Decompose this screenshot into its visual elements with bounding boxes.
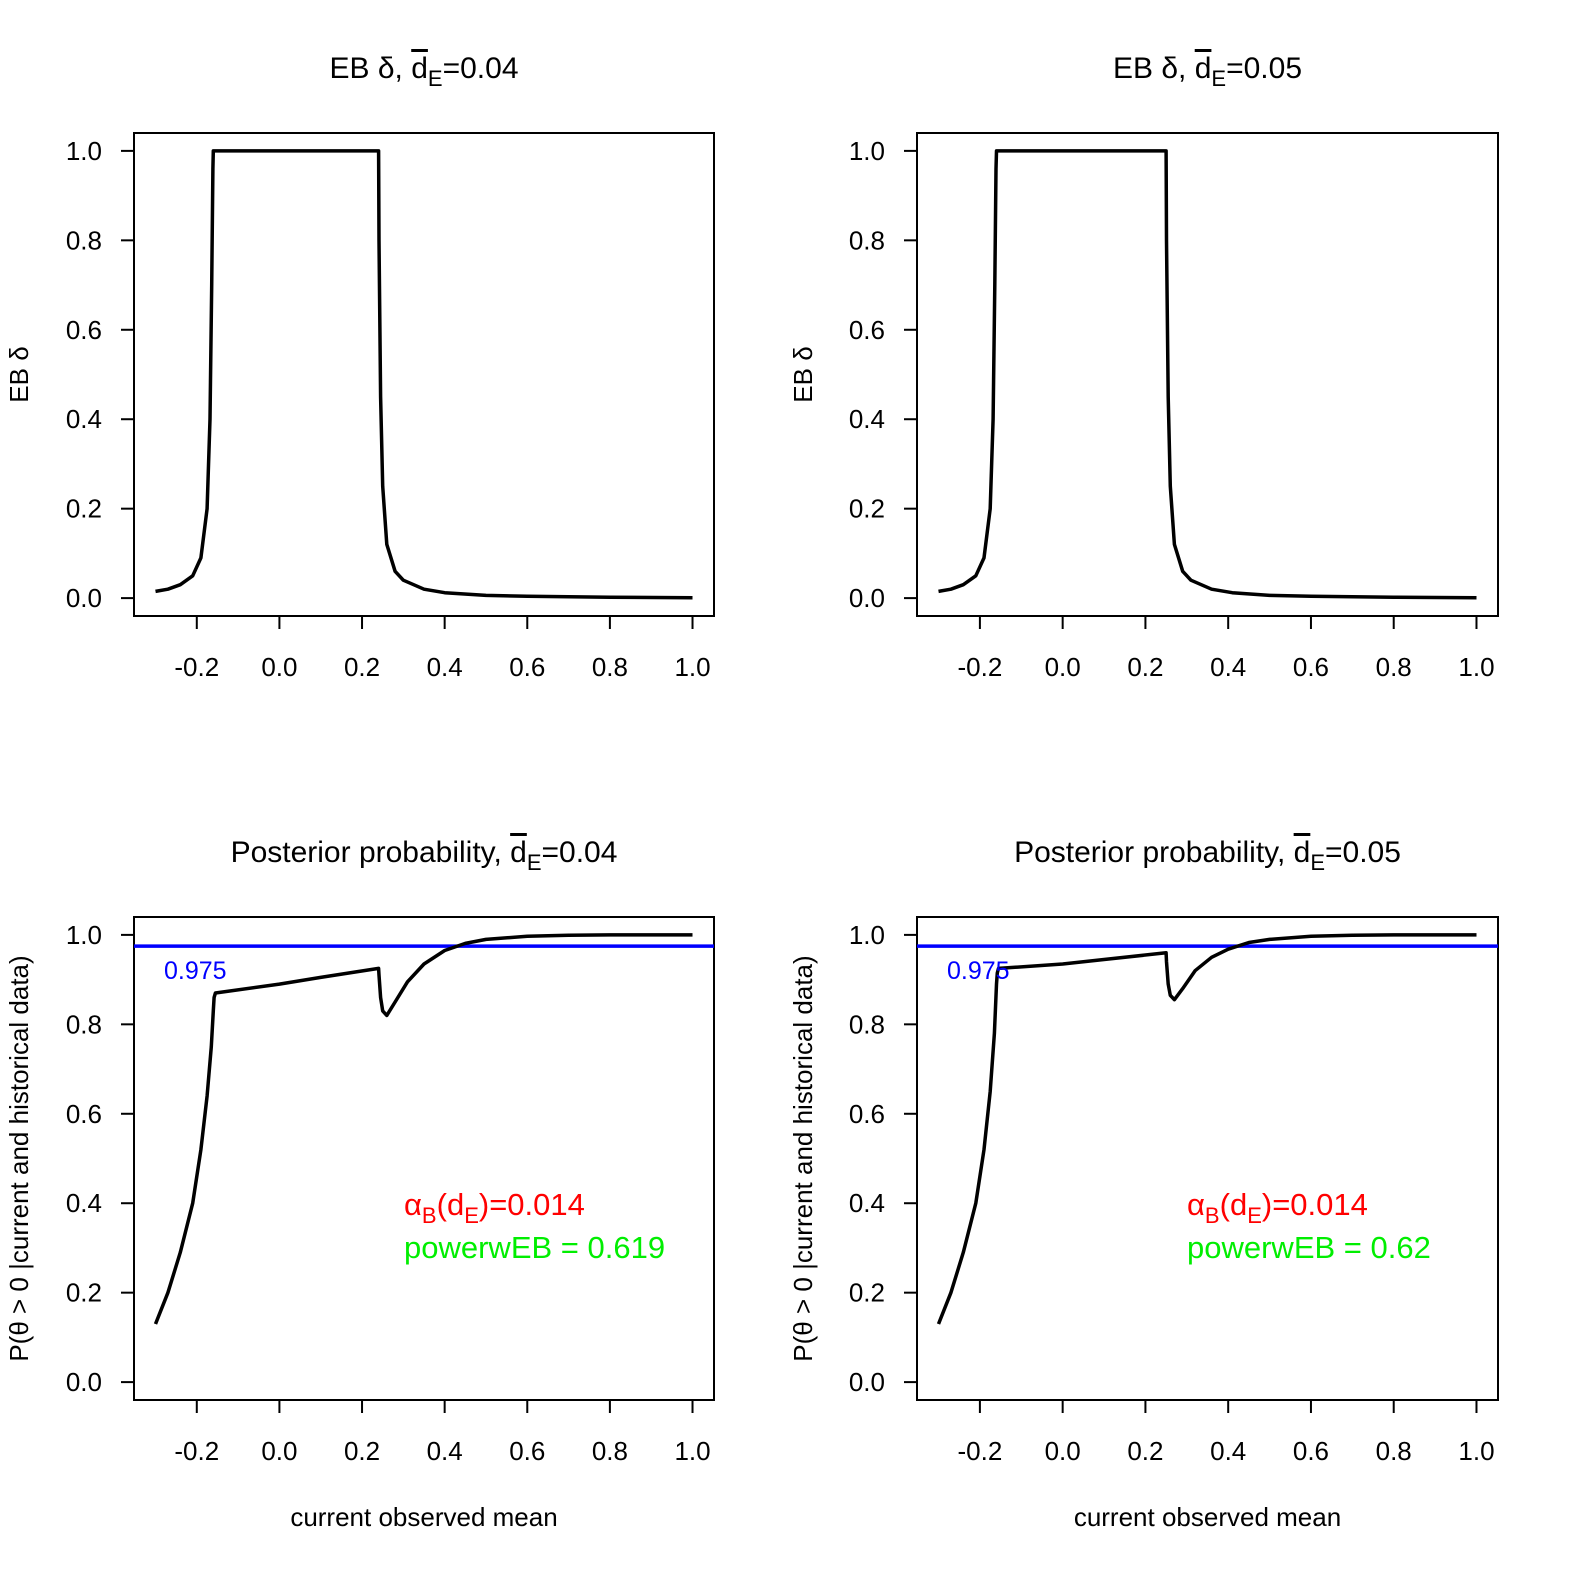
plot-frame xyxy=(916,916,1499,1401)
x-tick-label: 0.4 xyxy=(1210,1436,1246,1466)
threshold-label: 0.975 xyxy=(164,957,227,985)
x-tick-label: 0.6 xyxy=(509,1436,545,1466)
y-tick-label: 0.2 xyxy=(66,494,102,524)
x-axis-label: current observed mean xyxy=(1074,1502,1341,1532)
x-tick-label: 0.2 xyxy=(1127,652,1163,682)
y-tick-label: 0.4 xyxy=(849,404,885,434)
series-line xyxy=(153,933,693,1325)
x-tick-label: 0.0 xyxy=(1045,652,1081,682)
threshold-label: 0.975 xyxy=(947,957,1010,985)
y-tick-label: 1.0 xyxy=(66,920,102,950)
y-axis-label: EB δ xyxy=(788,346,818,402)
x-tick-label: -0.2 xyxy=(957,652,1002,682)
x-tick-label: 0.2 xyxy=(344,652,380,682)
y-axis-label: P(θ > 0 |current and historical data) xyxy=(788,955,818,1361)
y-tick-label: 0.2 xyxy=(66,1278,102,1308)
y-tick-label: 1.0 xyxy=(849,136,885,166)
x-tick-label: 0.4 xyxy=(427,652,463,682)
x-tick-label: 1.0 xyxy=(1458,652,1494,682)
y-tick-label: 0.8 xyxy=(66,225,102,255)
y-axis-label: P(θ > 0 |current and historical data) xyxy=(4,955,34,1361)
x-tick-label: -0.2 xyxy=(174,652,219,682)
x-tick-label: 0.0 xyxy=(261,1436,297,1466)
x-tick-label: 0.8 xyxy=(592,652,628,682)
x-tick-label: 0.6 xyxy=(1293,1436,1329,1466)
x-tick-label: 0.2 xyxy=(344,1436,380,1466)
y-tick-label: 1.0 xyxy=(66,136,102,166)
x-tick-label: 0.8 xyxy=(592,1436,628,1466)
x-tick-label: 0.2 xyxy=(1127,1436,1163,1466)
y-tick-label: 0.6 xyxy=(66,315,102,345)
panel-4: Posterior probability, dE=0.05 0.0 0.2 0.4 0… xyxy=(788,836,1499,1532)
series-line xyxy=(936,933,1477,1325)
panel-1: EB δ, dE=0.04 0.0 0.2 0.4 0.6 0.8 1.0 -0.2 0.0 0.… xyxy=(4,52,715,682)
y-tick-label: 0.6 xyxy=(849,1099,885,1129)
y-axis-label: EB δ xyxy=(4,346,34,402)
y-tick-label: 0.0 xyxy=(66,583,102,613)
x-tick-label: 0.8 xyxy=(1376,652,1412,682)
x-tick-label: 0.6 xyxy=(509,652,545,682)
y-tick-label: 0.0 xyxy=(849,583,885,613)
y-tick-label: 0.6 xyxy=(66,1099,102,1129)
chart-title: Posterior probability, dE=0.04 xyxy=(231,836,618,875)
chart-title: EB δ, dE=0.04 xyxy=(329,52,518,91)
x-tick-label: 0.4 xyxy=(1210,652,1246,682)
x-tick-label: 1.0 xyxy=(1458,1436,1494,1466)
y-tick-label: 0.2 xyxy=(849,494,885,524)
x-tick-label: 0.6 xyxy=(1293,652,1329,682)
x-tick-label: 1.0 xyxy=(674,1436,710,1466)
plot-frame xyxy=(133,916,715,1401)
x-tick-label: 0.0 xyxy=(1045,1436,1081,1466)
panel-2: EB δ, dE=0.05 0.0 0.2 0.4 0.6 0.8 1.0 -0.2 0.0 0.… xyxy=(788,52,1499,682)
y-tick-label: 0.8 xyxy=(849,225,885,255)
y-tick-label: 1.0 xyxy=(849,920,885,950)
y-tick-label: 0.0 xyxy=(66,1367,102,1397)
chart-title: Posterior probability, dE=0.05 xyxy=(1014,836,1401,875)
y-tick-label: 0.6 xyxy=(849,315,885,345)
x-axis-label: current observed mean xyxy=(290,1502,557,1532)
x-tick-label: 0.8 xyxy=(1376,1436,1412,1466)
power-annotation: powerwEB = 0.619 xyxy=(404,1230,665,1265)
x-tick-label: -0.2 xyxy=(957,1436,1002,1466)
y-tick-label: 0.8 xyxy=(849,1009,885,1039)
x-tick-label: 1.0 xyxy=(674,652,710,682)
panel-3: Posterior probability, dE=0.04 0.0 0.2 0.4 0… xyxy=(4,836,715,1532)
x-tick-label: 0.0 xyxy=(261,652,297,682)
power-annotation: powerwEB = 0.62 xyxy=(1187,1230,1431,1265)
series-line xyxy=(938,149,1477,600)
y-tick-label: 0.2 xyxy=(849,1278,885,1308)
alpha-annotation: αB(dE)=0.014 xyxy=(404,1187,585,1228)
plot-frame xyxy=(133,132,715,617)
x-tick-label: 0.4 xyxy=(427,1436,463,1466)
y-tick-label: 0.4 xyxy=(66,404,102,434)
y-tick-label: 0.4 xyxy=(849,1188,885,1218)
alpha-annotation: αB(dE)=0.014 xyxy=(1187,1187,1368,1228)
x-tick-label: -0.2 xyxy=(174,1436,219,1466)
chart-title: EB δ, dE=0.05 xyxy=(1113,52,1302,91)
series-line xyxy=(155,149,693,600)
y-tick-label: 0.8 xyxy=(66,1009,102,1039)
y-tick-label: 0.0 xyxy=(849,1367,885,1397)
y-tick-label: 0.4 xyxy=(66,1188,102,1218)
plot-frame xyxy=(916,132,1499,617)
